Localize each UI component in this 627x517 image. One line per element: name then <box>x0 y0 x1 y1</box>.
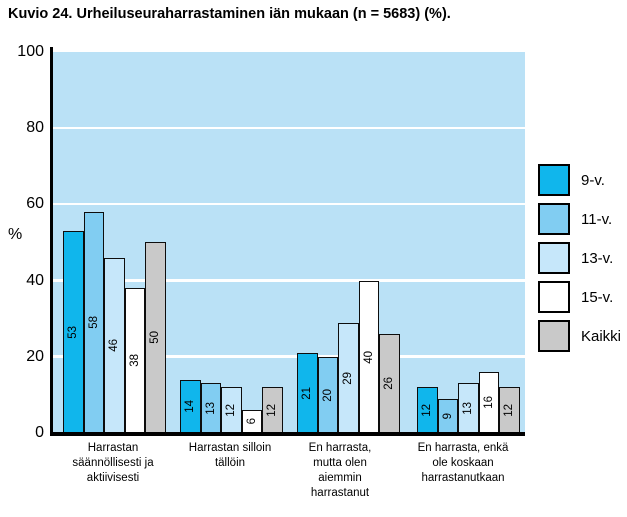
y-axis-unit-label: % <box>8 226 23 243</box>
chart-title: Kuvio 24. Urheiluseuraharrastaminen iän … <box>8 6 451 22</box>
legend-swatch <box>538 242 570 274</box>
bar-13-v-group3: 29 <box>338 323 359 433</box>
legend-item-15-v: 15-v. <box>538 281 621 313</box>
bar-15-v-group1: 38 <box>124 288 145 433</box>
bar-group-3: 21 20 29 40 26 <box>297 52 400 433</box>
y-tick-label-20: 20 <box>26 347 44 365</box>
legend-item-11-v: 11-v. <box>538 203 621 235</box>
bar-value-label: 12 <box>266 403 279 417</box>
x-axis-line <box>50 432 525 436</box>
bar-value-label: 58 <box>87 316 100 329</box>
bar-group-4: 12 9 13 16 12 <box>417 52 520 433</box>
bar-9-v-group4: 12 <box>417 387 438 433</box>
bar-15-v-group3: 40 <box>358 281 379 433</box>
legend-label: 13-v. <box>581 249 614 267</box>
bar-15-v-group4: 16 <box>478 372 499 433</box>
bar-value-label: 26 <box>383 377 396 390</box>
legend-item-13-v: 13-v. <box>538 242 621 274</box>
legend-item-9-v: 9-v. <box>538 164 621 196</box>
bar-9-v-group2: 14 <box>180 380 201 433</box>
bar-13-v-group2: 12 <box>221 387 242 433</box>
legend-swatch <box>538 320 570 352</box>
bar-11-v-group1: 58 <box>83 212 104 433</box>
y-tick-label-0: 0 <box>35 424 44 441</box>
bar-value-label: 38 <box>128 354 141 367</box>
bar-value-label: 9 <box>441 412 454 420</box>
bar-Kaikki-group4: 12 <box>499 387 520 433</box>
legend-label: Kaikki <box>581 327 622 345</box>
bar-value-label: 12 <box>421 403 434 417</box>
bar-value-label: 6 <box>245 418 258 425</box>
bar-11-v-group3: 20 <box>317 357 338 433</box>
bar-13-v-group1: 46 <box>104 258 125 433</box>
plot-area: 53 58 46 38 50 14 13 12 6 12 21 20 29 40 26 12 9 13 16 12 <box>53 52 525 433</box>
bar-value-label: 53 <box>67 325 80 339</box>
x-axis-label-1: Harrastan säännöllisesti ja aktiivisesti <box>72 442 154 484</box>
legend-label: 9-v. <box>581 171 605 189</box>
bar-Kaikki-group2: 12 <box>262 387 283 433</box>
x-axis-label-3: En harrasta, mutta olen aiemmin harrasta… <box>308 442 372 499</box>
bar-value-label: 12 <box>225 403 238 417</box>
y-tick-label-80: 80 <box>26 119 44 137</box>
bar-15-v-group2: 6 <box>241 410 262 433</box>
bar-9-v-group1: 53 <box>63 231 84 433</box>
x-axis-label-2: Harrastan silloin tällöin <box>188 442 272 469</box>
bar-11-v-group4: 9 <box>437 399 458 433</box>
bar-value-label: 12 <box>503 403 516 417</box>
bar-group-2: 14 13 12 6 12 <box>180 52 283 433</box>
legend-swatch <box>538 203 570 235</box>
bar-value-label: 40 <box>362 350 375 364</box>
bar-value-label: 20 <box>321 388 334 402</box>
gridline-20 <box>53 355 525 358</box>
legend-swatch <box>538 164 570 196</box>
bar-13-v-group4: 13 <box>458 383 479 433</box>
y-tick-label-100: 100 <box>17 43 44 60</box>
bar-value-label: 13 <box>204 401 217 415</box>
bar-11-v-group2: 13 <box>200 383 221 433</box>
bar-value-label: 50 <box>149 331 162 344</box>
bar-value-label: 13 <box>462 401 475 415</box>
x-axis-label-4: En harrasta, enkä ole koskaan harrastanu… <box>417 442 509 484</box>
bar-value-label: 46 <box>108 339 121 352</box>
legend-item-Kaikki: Kaikki <box>538 320 621 352</box>
bar-value-label: 14 <box>184 400 197 413</box>
bar-Kaikki-group3: 26 <box>379 334 400 433</box>
bar-group-1: 53 58 46 38 50 <box>63 52 166 433</box>
y-tick-label-40: 40 <box>26 271 44 289</box>
bar-9-v-group3: 21 <box>297 353 318 433</box>
bar-value-label: 16 <box>482 396 495 409</box>
bar-Kaikki-group1: 50 <box>145 242 166 433</box>
gridline-40 <box>53 279 525 282</box>
legend-label: 15-v. <box>581 288 614 306</box>
legend-swatch <box>538 281 570 313</box>
bar-value-label: 21 <box>301 386 314 400</box>
y-tick-label-60: 60 <box>26 195 44 213</box>
legend-label: 11-v. <box>581 210 613 228</box>
legend: 9-v. 11-v. 13-v. 15-v. Kaikki <box>538 164 621 359</box>
gridline-80 <box>53 126 525 130</box>
y-axis-line <box>50 47 53 436</box>
bar-value-label: 29 <box>342 371 355 385</box>
gridline-60 <box>53 202 525 206</box>
